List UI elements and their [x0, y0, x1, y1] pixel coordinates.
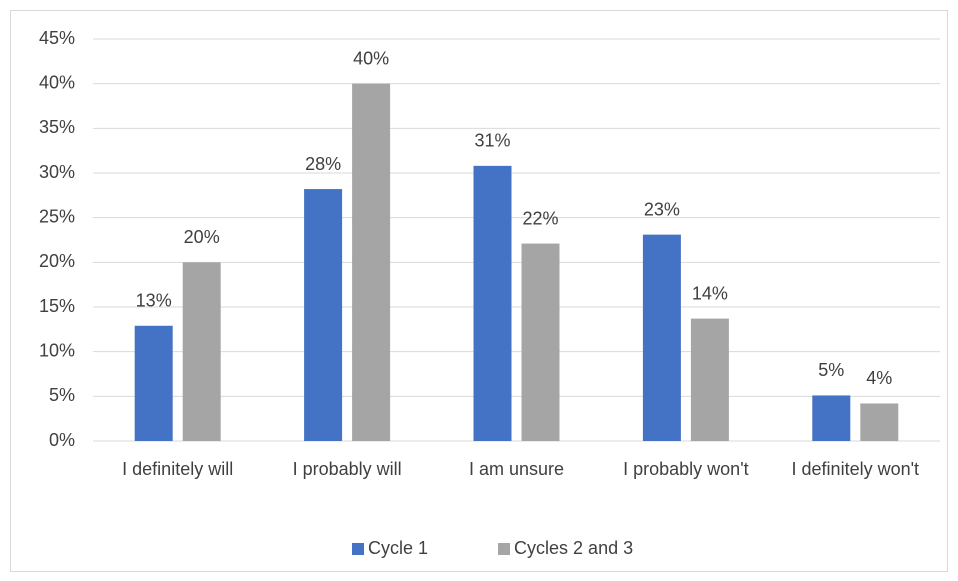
- bar: [690, 318, 729, 441]
- data-label: 4%: [866, 368, 892, 388]
- data-label: 31%: [474, 131, 510, 151]
- y-tick-label: 40%: [39, 72, 75, 92]
- y-tick-label: 0%: [49, 430, 75, 450]
- data-label: 20%: [184, 227, 220, 247]
- y-tick-label: 30%: [39, 162, 75, 182]
- x-tick-label: I am unsure: [468, 459, 565, 479]
- legend-swatch: [352, 543, 364, 555]
- y-tick-label: 35%: [39, 117, 75, 137]
- bar: [642, 234, 681, 441]
- bar: [304, 189, 343, 441]
- bar: [812, 395, 851, 441]
- y-tick-label: 15%: [39, 296, 75, 316]
- legend-swatch: [498, 543, 511, 555]
- bar: [134, 325, 173, 441]
- y-tick-label: 10%: [39, 340, 75, 360]
- bar: [860, 403, 899, 441]
- x-tick-label: I definitely won't: [791, 459, 920, 479]
- data-label: 13%: [136, 291, 172, 311]
- data-label: 22%: [522, 208, 558, 228]
- data-label: 5%: [818, 360, 844, 380]
- data-label: 28%: [305, 154, 341, 174]
- x-tick-label: I probably will: [292, 459, 402, 479]
- y-tick-label: 45%: [39, 28, 75, 48]
- bar: [182, 262, 221, 441]
- y-tick-label: 25%: [39, 206, 75, 226]
- x-tick-label: I definitely will: [122, 459, 234, 479]
- data-label: 23%: [644, 199, 680, 219]
- data-label: 40%: [353, 48, 389, 68]
- y-tick-label: 5%: [49, 385, 75, 405]
- bar: [521, 243, 560, 441]
- legend-label: Cycle 1: [368, 538, 428, 558]
- bar: [473, 165, 512, 441]
- y-tick-label: 20%: [39, 251, 75, 271]
- legend-label: Cycles 2 and 3: [514, 538, 633, 558]
- x-tick-label: I probably won't: [623, 459, 749, 479]
- bar: [352, 83, 391, 442]
- data-label: 14%: [692, 283, 728, 303]
